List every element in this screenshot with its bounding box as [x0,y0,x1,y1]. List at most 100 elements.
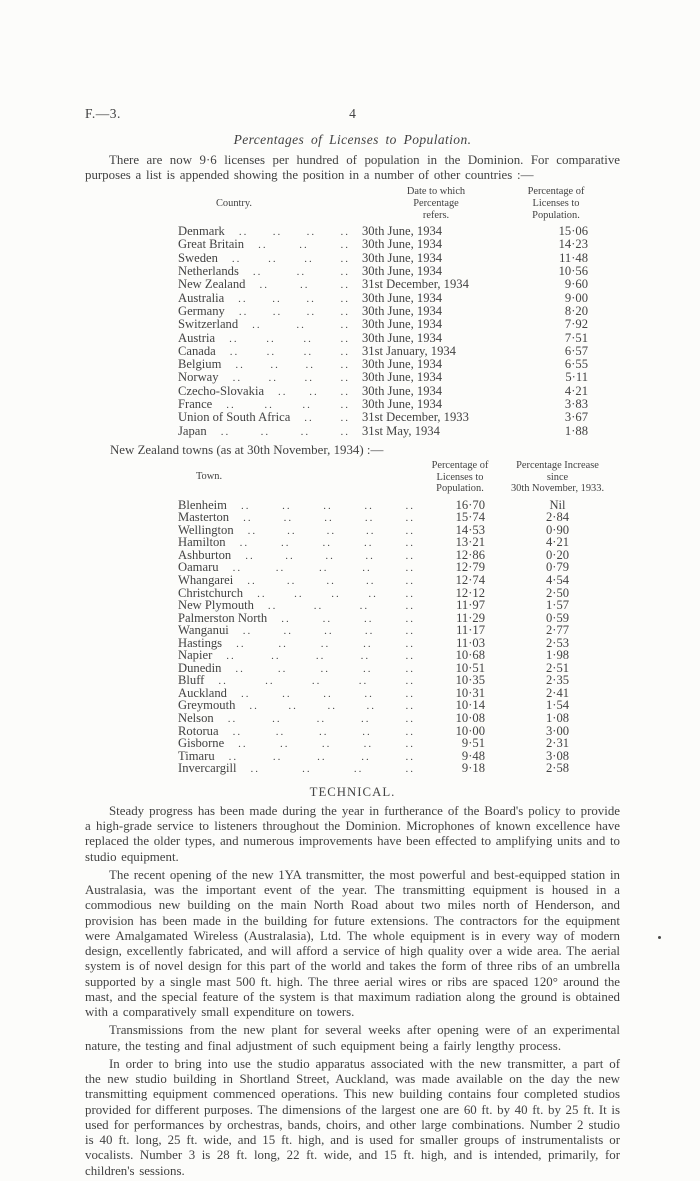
dot-leader: .. [226,399,236,412]
dot-leader: .. [366,700,376,713]
dot-leader: .. [405,675,415,688]
technical-paragraph: The recent opening of the new 1YA transm… [85,867,620,1019]
dot-leader: .. [272,750,283,763]
dot-leader: .. [405,524,415,537]
countries-col-pct: Percentage of Licenses to Population. [527,186,585,221]
countries-table: Country. Date to which Percentage refers… [178,186,600,437]
dot-leader: .. [280,738,290,751]
town-row: Masterton.......... 15·74 2·84 [178,510,620,525]
town-row: Greymouth.......... 10·14 1·54 [178,698,620,713]
dot-leader: .. [405,725,415,738]
town-increase: 0·20 [545,547,570,562]
dot-leaders: ........ [215,333,360,345]
dot-leader: .. [364,499,374,512]
dot-leader: .. [315,650,326,663]
dot-leader: .. [240,499,251,512]
country-name: France [178,397,213,412]
dot-leader: .. [250,763,261,776]
town-row: Gisborne.......... 9·51 2·31 [178,736,620,751]
dot-leader: .. [294,587,304,600]
town-row: Auckland.......... 10·31 2·41 [178,685,620,700]
town-name: Nelson [178,711,214,726]
country-date: 30th June, 1934 [362,383,443,398]
dot-leader: .. [302,399,312,412]
dot-leader: .. [235,359,245,372]
dot-leader: .. [360,650,371,663]
dot-leader: .. [322,537,333,550]
country-percentage: 4·21 [564,383,588,398]
country-date: 30th June, 1934 [362,224,443,239]
dot-leader: .. [340,412,350,425]
town-percentage: 13·21 [455,535,485,550]
dot-leader: .. [299,279,310,292]
town-percentage: 10·31 [455,685,485,700]
dot-leaders: .......... [214,713,425,725]
dot-leader: .. [324,512,334,525]
country-date: 30th June, 1934 [362,357,443,372]
country-row: Czecho-Slovakia...... 30th June, 1934 4·21 [178,383,600,398]
dot-leader: .. [340,266,350,279]
country-percentage: 3·67 [564,410,588,425]
town-percentage: 10·00 [455,723,485,738]
dot-leader: .. [405,537,415,550]
town-row: Bluff.......... 10·35 2·35 [178,673,620,688]
dot-leaders: .......... [219,726,425,738]
dot-leader: .. [268,252,278,265]
town-name: Greymouth [178,698,236,713]
town-increase: 1·54 [545,698,570,713]
dot-leader: .. [247,575,257,587]
town-percentage: 10·14 [455,698,485,713]
dot-leader: .. [304,252,314,265]
dot-leader: .. [311,675,322,688]
dot-leaders: ........ [225,226,360,238]
dot-leaders: ...... [244,239,360,251]
country-row: Norway........ 30th June, 1934 5·11 [178,370,600,385]
dot-leader: .. [313,600,324,613]
country-row: Austria........ 30th June, 1934 7·51 [178,331,600,345]
dot-leader: .. [299,239,309,252]
country-date: 30th June, 1934 [362,397,443,412]
town-name: Timaru [178,748,215,763]
country-name: Belgium [178,357,222,372]
town-row: Whangarei.......... 12·74 4·54 [178,573,620,587]
dot-leader: .. [320,662,330,675]
town-name: Dunedin [178,660,222,675]
town-increase: 2·84 [545,510,570,525]
country-date: 30th June, 1934 [362,290,443,305]
dot-leader: .. [305,359,315,372]
town-name: Invercargill [178,761,237,776]
dot-leaders: .......... [233,575,425,587]
country-date: 31st January, 1934 [362,343,456,358]
dot-leader: .. [258,239,268,252]
dot-leader: .. [296,266,307,279]
dot-leaders: .......... [243,588,425,600]
towns-table-body: Blenheim.......... 16·70 Nil Masterton.....… [178,498,620,776]
country-date: 31st December, 1933 [362,410,469,425]
dot-leaders: ........ [224,293,360,305]
dot-leader: .. [323,687,333,700]
town-percentage: 11·17 [456,623,485,638]
country-row: Belgium........ 30th June, 1934 6·55 [178,357,600,372]
town-percentage: 9·48 [461,748,485,763]
town-percentage: 10·35 [455,673,485,688]
dot-leader: .. [405,575,415,587]
dot-leaders: .......... [227,500,425,512]
dot-leader: .. [268,372,279,385]
town-row: Christchurch.......... 12·12 2·50 [178,585,620,600]
dot-leaders: .......... [219,562,425,574]
town-percentage: 9·18 [461,761,485,776]
dot-leader: .. [281,537,291,550]
town-name: Ashburton [178,547,232,562]
town-name: Christchurch [178,585,244,600]
country-name: Great Britain [178,237,245,252]
dot-leader: .. [405,512,415,525]
country-percentage: 11·48 [559,250,588,265]
dot-leader: .. [249,700,259,713]
dot-leader: .. [252,319,262,332]
town-row: Timaru.......... 9·48 3·08 [178,748,620,763]
dot-leader: .. [362,562,372,575]
town-row: Rotorua.......... 10·00 3·00 [178,723,620,738]
country-percentage: 6·57 [564,343,588,358]
country-name: Germany [178,303,225,318]
dot-leader: .. [362,662,373,675]
